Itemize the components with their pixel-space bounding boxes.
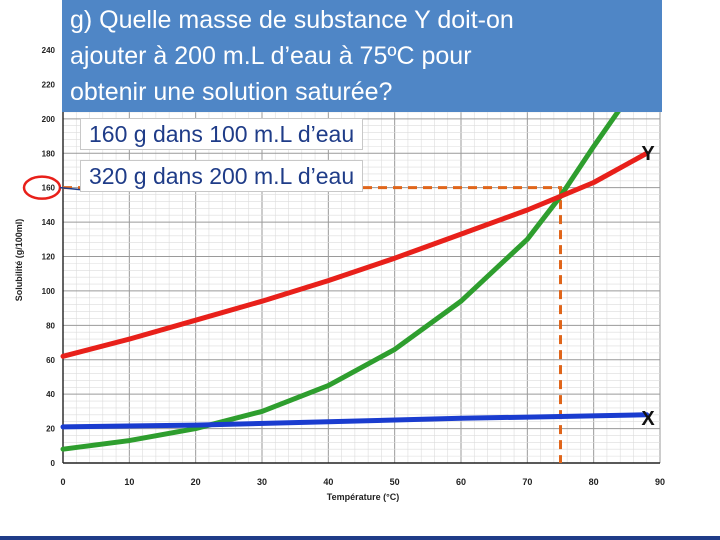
y-tick-label: 240	[42, 46, 56, 55]
question-line-3: obtenir une solution saturée?	[70, 78, 393, 106]
x-tick-label: 50	[390, 477, 400, 487]
data-series	[60, 68, 650, 452]
x-tick-label: 0	[60, 477, 65, 487]
x-tick-label: 60	[456, 477, 466, 487]
y-tick-label: 180	[42, 149, 56, 158]
y-tick-label: 100	[42, 287, 56, 296]
y-tick-label: 0	[51, 459, 56, 468]
y-tick-labels: 0 20 40 60 80 100 120 140 160 180 200 220 240	[42, 46, 56, 468]
answer-160g: 160 g dans 100 m.L d’eau	[80, 118, 364, 150]
y-tick-label: 120	[42, 253, 56, 262]
x-tick-label: 40	[323, 477, 333, 487]
y-tick-label: 220	[42, 80, 56, 89]
x-tick-label: 20	[191, 477, 201, 487]
series-x-line	[60, 412, 650, 430]
x-tick-label: 80	[589, 477, 599, 487]
series-y-label: Y	[641, 143, 655, 165]
footer-bar	[0, 536, 720, 540]
y-tick-label: 160	[42, 184, 56, 193]
series-x-label: X	[641, 408, 655, 430]
series-z-line	[60, 68, 650, 452]
y-axis-label: Solubilité (g/100ml)	[14, 219, 24, 302]
question-box: g) Quelle masse de substance Y doit-on a…	[62, 0, 662, 112]
question-line-2: ajouter à 200 m.L d’eau à 75ºC pour	[70, 42, 472, 70]
answer-320g: 320 g dans 200 m.L d’eau	[80, 160, 364, 192]
x-tick-labels: 0 10 20 30 40 50 60 70 80 90	[60, 477, 665, 487]
y-tick-label: 20	[46, 425, 55, 434]
y-tick-label: 200	[42, 115, 56, 124]
highlight-arrow	[59, 186, 81, 191]
x-tick-label: 90	[655, 477, 665, 487]
question-line-1: g) Quelle masse de substance Y doit-on	[70, 6, 514, 34]
x-tick-label: 30	[257, 477, 267, 487]
y-tick-label: 40	[46, 390, 55, 399]
x-tick-label: 70	[522, 477, 532, 487]
series-y-line	[60, 150, 650, 359]
y-tick-label: 80	[46, 321, 55, 330]
x-axis-label: Température (°C)	[327, 492, 399, 502]
y-tick-label: 140	[42, 218, 56, 227]
x-tick-label: 10	[124, 477, 134, 487]
y-tick-label: 60	[46, 356, 55, 365]
